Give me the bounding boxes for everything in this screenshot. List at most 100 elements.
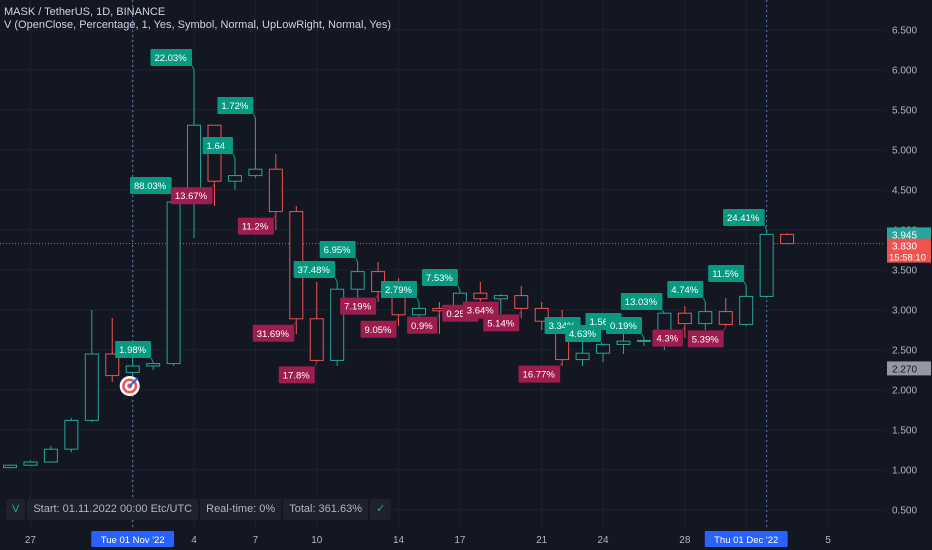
candle-body[interactable] xyxy=(64,419,79,450)
change-label-pointer xyxy=(498,297,502,302)
candle-body[interactable] xyxy=(739,295,754,325)
change-label-pointer xyxy=(273,213,277,218)
change-label[interactable] xyxy=(687,330,724,348)
total-stat: Total: 361.63% xyxy=(283,499,368,520)
candle-body[interactable] xyxy=(166,201,181,365)
countdown-text: 15:58:10 xyxy=(889,253,926,264)
candle-body[interactable] xyxy=(350,271,365,290)
indicator-legend[interactable]: V (OpenClose, Percentage, 1, Yes, Symbol… xyxy=(4,19,392,31)
candle-body[interactable] xyxy=(146,363,161,367)
change-label-pointer xyxy=(723,326,727,331)
price-axis[interactable] xyxy=(885,0,932,528)
candle-body[interactable] xyxy=(227,175,242,182)
candle-body[interactable] xyxy=(125,365,140,373)
candle-body[interactable] xyxy=(23,461,38,466)
change-label-pointer xyxy=(437,312,440,318)
change-label-pointer xyxy=(334,277,338,283)
x-tick-label: 10 xyxy=(311,535,323,546)
indicator-stats-bar: V Start: 01.11.2022 00:00 Etc/UTC Real-t… xyxy=(6,499,392,520)
time-axis[interactable] xyxy=(0,528,932,550)
change-label[interactable] xyxy=(421,269,458,286)
candle-body[interactable] xyxy=(759,233,774,297)
change-label-text: 4.3% xyxy=(656,334,678,345)
change-label-pointer xyxy=(641,333,645,339)
change-label[interactable] xyxy=(708,265,745,282)
change-label-pointer xyxy=(252,113,256,119)
y-tick-label: 2.000 xyxy=(892,386,917,397)
change-label-pointer xyxy=(518,310,522,315)
change-label-text: 22.03% xyxy=(154,53,187,64)
change-label-text: 1.64 xyxy=(207,141,226,152)
change-label-text: 1.72% xyxy=(221,101,248,112)
candle-body[interactable] xyxy=(105,353,120,377)
last-price-tag xyxy=(887,227,931,242)
change-label[interactable] xyxy=(252,324,295,342)
change-label-text: 1.98% xyxy=(119,345,146,356)
change-label-text: 13.67% xyxy=(175,191,208,202)
change-label-text: 13.03% xyxy=(625,297,658,308)
change-label[interactable] xyxy=(150,49,193,66)
indicator-badge[interactable]: V xyxy=(6,499,26,520)
candle-body[interactable] xyxy=(3,464,17,469)
change-label[interactable] xyxy=(605,317,642,334)
x-tick-label: 21 xyxy=(536,535,548,546)
candle-body[interactable] xyxy=(43,448,58,463)
change-label[interactable] xyxy=(278,366,315,384)
candle-body[interactable] xyxy=(248,168,263,177)
change-label[interactable] xyxy=(170,187,213,205)
change-label[interactable] xyxy=(723,209,765,226)
candle-body[interactable] xyxy=(268,168,283,213)
candle-body[interactable] xyxy=(677,312,692,325)
change-label[interactable] xyxy=(217,97,254,114)
change-label[interactable] xyxy=(381,281,417,298)
candle-body[interactable] xyxy=(596,343,611,354)
change-label[interactable] xyxy=(293,261,336,278)
change-label-text: 4.63% xyxy=(569,329,596,340)
change-label-pointer xyxy=(232,153,236,159)
candle-body[interactable] xyxy=(412,307,426,316)
y-tick-label: 3.000 xyxy=(892,306,917,317)
change-label-text: 88.03% xyxy=(134,181,167,192)
change-label[interactable] xyxy=(130,177,172,194)
candle-body[interactable] xyxy=(616,340,631,345)
change-label-text: 6.95% xyxy=(324,245,351,256)
change-label[interactable] xyxy=(407,316,438,334)
change-label[interactable] xyxy=(319,241,356,258)
marker-price-tag xyxy=(887,361,931,376)
candle-body[interactable] xyxy=(698,311,713,325)
change-label[interactable] xyxy=(652,329,683,347)
change-label-pointer xyxy=(457,285,461,291)
change-label-text: 0.25% xyxy=(446,309,473,320)
y-tick-label: 1.500 xyxy=(892,426,917,437)
candle-body[interactable] xyxy=(473,292,488,300)
change-label[interactable] xyxy=(518,365,561,383)
candle-body[interactable] xyxy=(718,311,733,325)
y-tick-label: 5.500 xyxy=(892,106,917,117)
change-label[interactable] xyxy=(462,301,499,319)
change-label[interactable] xyxy=(620,293,663,310)
candle-body[interactable] xyxy=(84,353,99,421)
y-tick-label: 3.500 xyxy=(892,266,917,277)
candle-body[interactable] xyxy=(493,295,508,300)
change-label[interactable] xyxy=(237,217,274,235)
candle-body[interactable] xyxy=(309,318,324,361)
start-date-stat: Start: 01.11.2022 00:00 Etc/UTC xyxy=(27,499,199,520)
y-tick-label: 1.000 xyxy=(892,466,917,477)
change-label[interactable] xyxy=(340,297,377,315)
realtime-stat: Real-time: 0% xyxy=(200,499,282,520)
candle-body[interactable] xyxy=(636,339,651,342)
change-label-pointer xyxy=(416,297,420,303)
candle-body[interactable] xyxy=(780,233,795,245)
change-label-pointer xyxy=(743,281,747,287)
change-label[interactable] xyxy=(360,320,397,338)
change-label-text: 7.53% xyxy=(426,273,453,284)
change-label[interactable] xyxy=(115,341,152,358)
candle-body[interactable] xyxy=(575,352,590,361)
candle-body[interactable] xyxy=(514,295,529,309)
change-label[interactable] xyxy=(483,314,520,332)
change-label[interactable] xyxy=(202,137,233,154)
change-label-pointer xyxy=(314,362,318,367)
change-label[interactable] xyxy=(667,281,704,298)
check-icon[interactable]: ✓ xyxy=(369,499,392,520)
